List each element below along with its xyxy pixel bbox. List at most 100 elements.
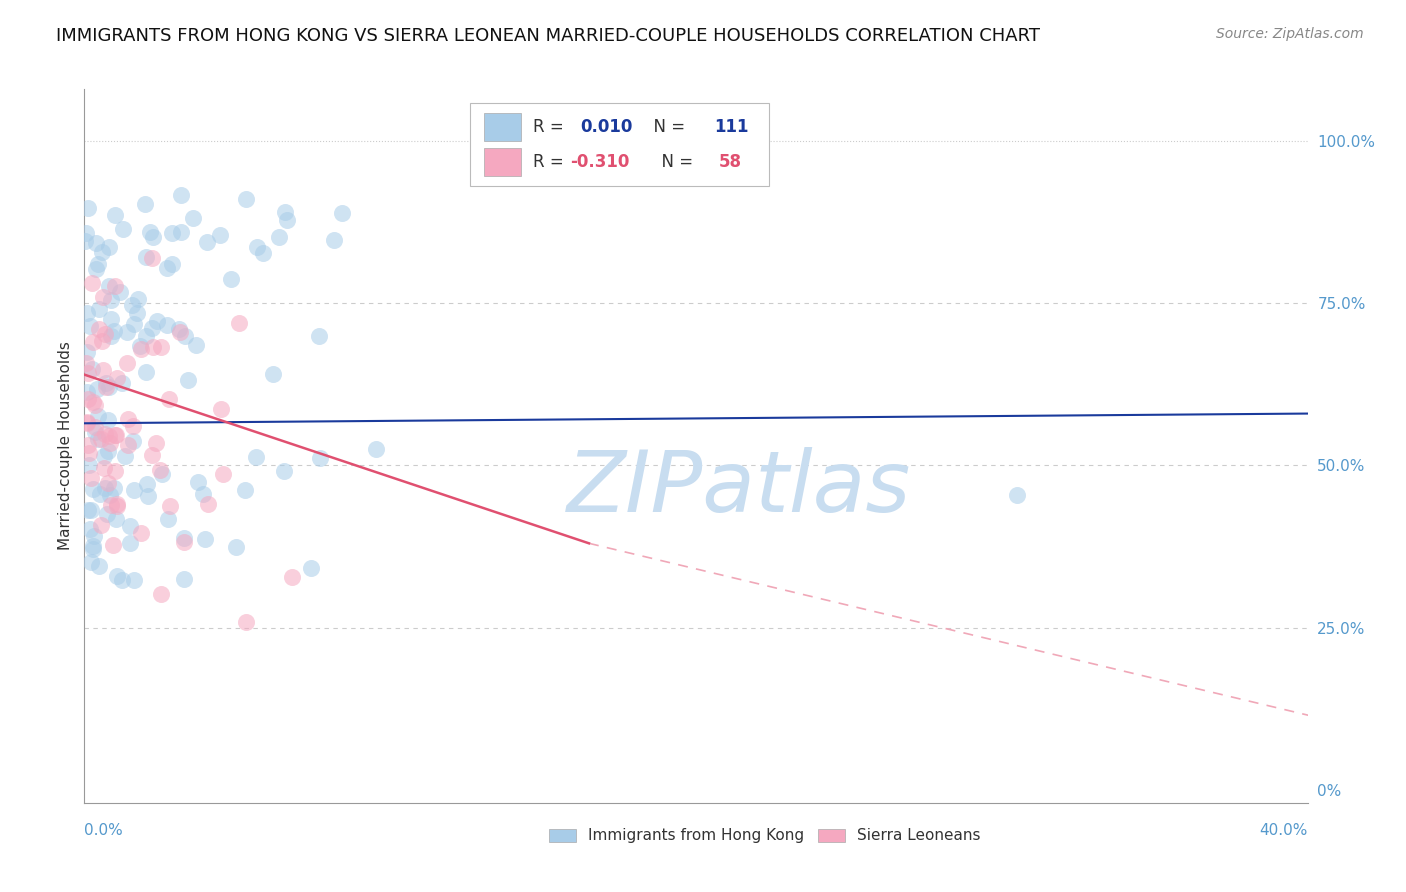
Point xyxy=(122,483,145,497)
Point xyxy=(87,257,110,271)
Point xyxy=(141,251,163,265)
Point xyxy=(187,475,209,489)
Point xyxy=(299,561,322,575)
Point xyxy=(135,365,157,379)
Point xyxy=(84,235,107,250)
Point xyxy=(122,419,145,434)
Point xyxy=(309,451,332,466)
Point xyxy=(136,489,159,503)
Point xyxy=(94,376,117,390)
Text: -0.310: -0.310 xyxy=(569,153,630,171)
Point xyxy=(323,233,346,247)
Point xyxy=(127,292,149,306)
Point xyxy=(173,531,195,545)
Point xyxy=(209,401,232,416)
Y-axis label: Married-couple Households: Married-couple Households xyxy=(58,342,73,550)
Text: Sierra Leoneans: Sierra Leoneans xyxy=(858,828,981,843)
Point xyxy=(169,226,191,240)
Point xyxy=(84,262,107,277)
Point xyxy=(98,488,121,502)
Point xyxy=(100,498,122,512)
Point xyxy=(76,201,98,215)
Point xyxy=(245,450,267,465)
Point xyxy=(115,356,138,370)
Point xyxy=(330,205,353,219)
Point xyxy=(97,379,120,393)
Point xyxy=(173,534,195,549)
Point xyxy=(87,432,110,446)
Point xyxy=(195,235,218,249)
Point xyxy=(122,317,145,331)
Text: IMMIGRANTS FROM HONG KONG VS SIERRA LEONEAN MARRIED-COUPLE HOUSEHOLDS CORRELATIO: IMMIGRANTS FROM HONG KONG VS SIERRA LEON… xyxy=(56,27,1040,45)
Point xyxy=(281,569,304,583)
Point xyxy=(76,367,98,381)
Point xyxy=(100,311,122,326)
Point xyxy=(225,540,247,554)
Point xyxy=(145,436,167,450)
Point xyxy=(77,438,100,452)
Point xyxy=(91,362,114,376)
Point xyxy=(107,568,129,582)
Point xyxy=(82,395,104,409)
Point xyxy=(79,502,101,516)
Point xyxy=(128,339,150,353)
Point xyxy=(105,500,128,514)
Point xyxy=(114,450,136,464)
Point xyxy=(142,340,165,354)
Point xyxy=(83,528,105,542)
Point xyxy=(90,244,112,259)
Point xyxy=(93,481,115,495)
Point xyxy=(134,197,156,211)
Point xyxy=(308,329,330,343)
Point xyxy=(173,328,195,343)
Point xyxy=(93,290,115,304)
Point xyxy=(177,373,200,387)
Bar xyxy=(818,830,845,842)
Point xyxy=(129,343,152,357)
Point xyxy=(211,467,233,481)
Point xyxy=(120,519,142,533)
Point xyxy=(89,486,111,500)
Text: ZIPatlas: ZIPatlas xyxy=(567,447,911,531)
Text: R =: R = xyxy=(533,118,569,136)
Point xyxy=(90,432,112,446)
Point xyxy=(122,434,145,448)
Point xyxy=(149,340,172,354)
Point xyxy=(117,437,139,451)
Point xyxy=(141,448,163,462)
Text: 40.0%: 40.0% xyxy=(1260,822,1308,838)
Point xyxy=(170,188,193,202)
Point xyxy=(87,409,110,423)
Point xyxy=(79,319,101,334)
Text: 111: 111 xyxy=(714,118,749,136)
Point xyxy=(80,555,103,569)
Point xyxy=(104,512,127,526)
Text: N =: N = xyxy=(651,153,699,171)
Point xyxy=(117,326,139,340)
Point xyxy=(93,461,115,475)
Bar xyxy=(550,830,576,842)
Point xyxy=(75,227,97,241)
Point xyxy=(77,502,100,516)
Point xyxy=(167,322,190,336)
Point xyxy=(96,413,118,427)
Point xyxy=(76,384,98,399)
Point xyxy=(159,499,181,513)
Point xyxy=(107,371,129,385)
Text: 0.0%: 0.0% xyxy=(84,822,124,838)
Point xyxy=(156,260,179,275)
Point xyxy=(129,526,152,541)
Point xyxy=(104,427,127,442)
Point xyxy=(82,335,104,350)
Point xyxy=(157,512,180,526)
Point xyxy=(83,398,105,412)
Point xyxy=(103,464,125,478)
Point xyxy=(97,240,120,254)
Point xyxy=(169,325,191,339)
Point xyxy=(101,538,124,552)
Point xyxy=(82,539,104,553)
Point xyxy=(262,367,284,381)
Point xyxy=(184,338,207,352)
Point xyxy=(125,306,148,320)
Text: 0.010: 0.010 xyxy=(579,118,633,136)
